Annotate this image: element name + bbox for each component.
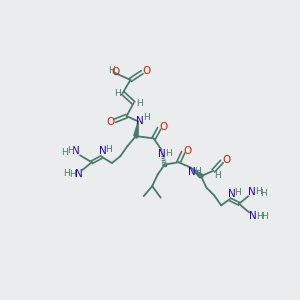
Text: H: H (255, 187, 262, 196)
Text: H: H (114, 89, 121, 98)
Text: N: N (228, 189, 236, 199)
Text: H: H (136, 99, 142, 108)
Text: H: H (260, 189, 267, 198)
Text: H: H (214, 171, 221, 180)
Text: N: N (188, 167, 196, 176)
Text: O: O (223, 155, 231, 165)
Polygon shape (134, 122, 138, 136)
Text: N: N (136, 116, 144, 127)
Text: H: H (195, 167, 201, 176)
Text: H: H (234, 188, 241, 197)
Text: H: H (256, 212, 262, 221)
Text: N: N (75, 169, 83, 179)
Text: N: N (72, 146, 80, 157)
Text: N: N (249, 211, 257, 221)
Text: N: N (248, 187, 256, 197)
Text: H: H (64, 169, 70, 178)
Text: O: O (106, 117, 115, 127)
Text: O: O (112, 67, 120, 77)
Text: H: H (165, 149, 172, 158)
Text: H: H (142, 113, 149, 122)
Text: H: H (108, 66, 115, 75)
Text: H: H (105, 146, 111, 154)
Text: N: N (99, 146, 106, 157)
Polygon shape (191, 168, 202, 178)
Text: O: O (160, 122, 168, 132)
Text: O: O (143, 66, 151, 76)
Text: H: H (61, 148, 68, 157)
Text: H: H (67, 146, 73, 155)
Text: N: N (158, 149, 166, 159)
Text: O: O (184, 146, 192, 156)
Text: H: H (69, 170, 76, 179)
Text: H: H (261, 212, 268, 221)
